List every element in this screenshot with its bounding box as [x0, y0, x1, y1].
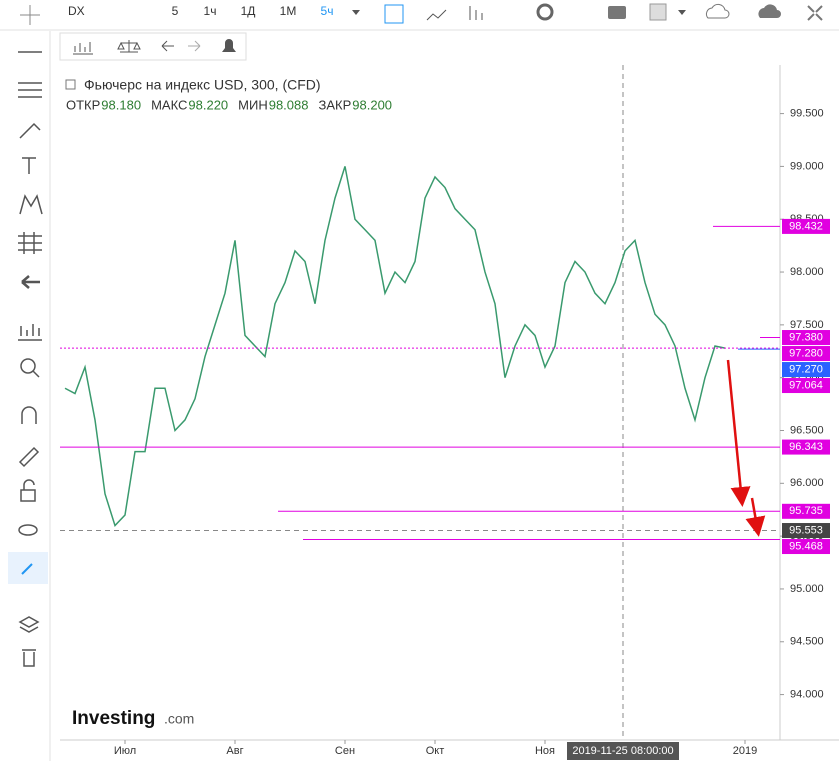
logo: Investing	[72, 708, 155, 729]
stat-value: 98.200	[352, 97, 392, 112]
camera-icon[interactable]	[608, 6, 626, 19]
eye-tool[interactable]	[18, 524, 38, 536]
tools-toggle[interactable]	[18, 324, 42, 341]
stat-value: 98.180	[101, 97, 141, 112]
interval[interactable]: 5	[172, 4, 179, 18]
pattern-tool[interactable]	[19, 194, 43, 215]
stat-value: 98.088	[269, 97, 309, 112]
price-badge	[782, 539, 830, 555]
interval[interactable]: 1ч	[204, 4, 217, 18]
x-tick-label: Авг	[226, 745, 243, 757]
price-badge-label: 95.553	[789, 524, 823, 536]
trash-tool[interactable]	[22, 649, 36, 667]
collapse-box[interactable]	[65, 79, 76, 90]
price-badge-label: 98.432	[789, 220, 823, 232]
interval[interactable]: 1М	[280, 4, 297, 18]
price-badge-label: 95.735	[789, 505, 823, 517]
draw-lock[interactable]	[18, 446, 40, 468]
y-tick-label: 98.000	[790, 266, 824, 278]
hlines-tool[interactable]	[18, 82, 42, 98]
y-tick-label: 96.500	[790, 424, 824, 436]
text-tool[interactable]	[22, 157, 36, 174]
y-tick-label: 95.000	[790, 583, 824, 595]
symbol[interactable]: DX	[68, 4, 85, 18]
crosshair-label: 2019-11-25 08:00:00	[572, 745, 673, 757]
price-badge	[782, 503, 830, 519]
price-badge-label: 97.270	[789, 363, 823, 375]
logo-suffix: .com	[164, 711, 194, 727]
layers-tool[interactable]	[18, 616, 40, 633]
settings-icon[interactable]	[536, 3, 554, 21]
y-tick-label: 99.500	[790, 107, 824, 119]
y-tick-label: 97.500	[790, 319, 824, 331]
stat-value: 98.220	[188, 97, 228, 112]
redo-icon[interactable]	[188, 40, 201, 52]
area-icon[interactable]	[426, 9, 447, 21]
price-badge	[782, 362, 830, 378]
crosshair-label-bg	[567, 742, 679, 760]
tools-row	[59, 32, 247, 61]
interval[interactable]: 1Д	[241, 4, 256, 18]
magnet-tool[interactable]	[21, 406, 37, 424]
fullscreen-icon[interactable]	[807, 5, 823, 21]
alert-icon[interactable]	[222, 39, 236, 52]
price-badge	[782, 439, 830, 455]
save-icon[interactable]	[758, 4, 781, 18]
y-tick-label: 94.000	[790, 688, 824, 700]
dropdown[interactable]	[352, 10, 360, 15]
x-tick-label: Окт	[426, 745, 445, 757]
stat-name: ОТКР	[66, 97, 100, 112]
brush-tool[interactable]	[19, 122, 41, 139]
x-tick-label: Сен	[335, 745, 355, 757]
y-tick-label: 96.000	[790, 477, 824, 489]
price-badge	[782, 330, 830, 346]
interval[interactable]: 5ч	[321, 4, 334, 18]
load-icon[interactable]	[705, 3, 730, 19]
compare-icon[interactable]	[117, 40, 141, 53]
price-badge-label: 95.468	[789, 540, 823, 552]
price-badge	[782, 218, 830, 234]
price-badge	[782, 346, 830, 362]
left-toolbar	[0, 31, 50, 761]
y-tick-label: 99.000	[790, 160, 824, 172]
zoom-tool[interactable]	[20, 358, 36, 374]
fib-tool[interactable]	[18, 232, 42, 254]
price-badge-label: 97.064	[789, 379, 823, 391]
price-line	[64, 166, 726, 528]
chart-title: Фьючерс на индекс USD, 300, (CFD)	[84, 77, 321, 93]
y-tick-label: 94.500	[790, 636, 824, 648]
price-badge	[782, 378, 830, 394]
price-badge-label: 96.343	[789, 441, 823, 453]
candle-icon[interactable]	[384, 4, 404, 24]
stat-name: МИН	[238, 97, 268, 112]
undo-icon[interactable]	[161, 40, 174, 52]
color-icon[interactable]	[649, 3, 667, 21]
stat-name: ЗАКР	[318, 97, 351, 112]
x-tick-label: Июл	[114, 745, 136, 757]
price-badge	[782, 523, 830, 539]
indicators-icon[interactable]	[73, 42, 93, 55]
top-toolbar	[0, 0, 839, 30]
arrow	[745, 497, 766, 537]
x-tick-label: 2019	[733, 745, 757, 757]
x-tick-label: Ноя	[535, 745, 555, 757]
lock-tool[interactable]	[20, 489, 36, 502]
arrow	[726, 359, 751, 507]
price-badge-label: 97.380	[789, 331, 823, 343]
price-badge-label: 97.280	[789, 347, 823, 359]
back-tool[interactable]	[21, 275, 40, 289]
stat-name: МАКС	[151, 97, 187, 112]
bars-icon[interactable]	[469, 6, 483, 20]
